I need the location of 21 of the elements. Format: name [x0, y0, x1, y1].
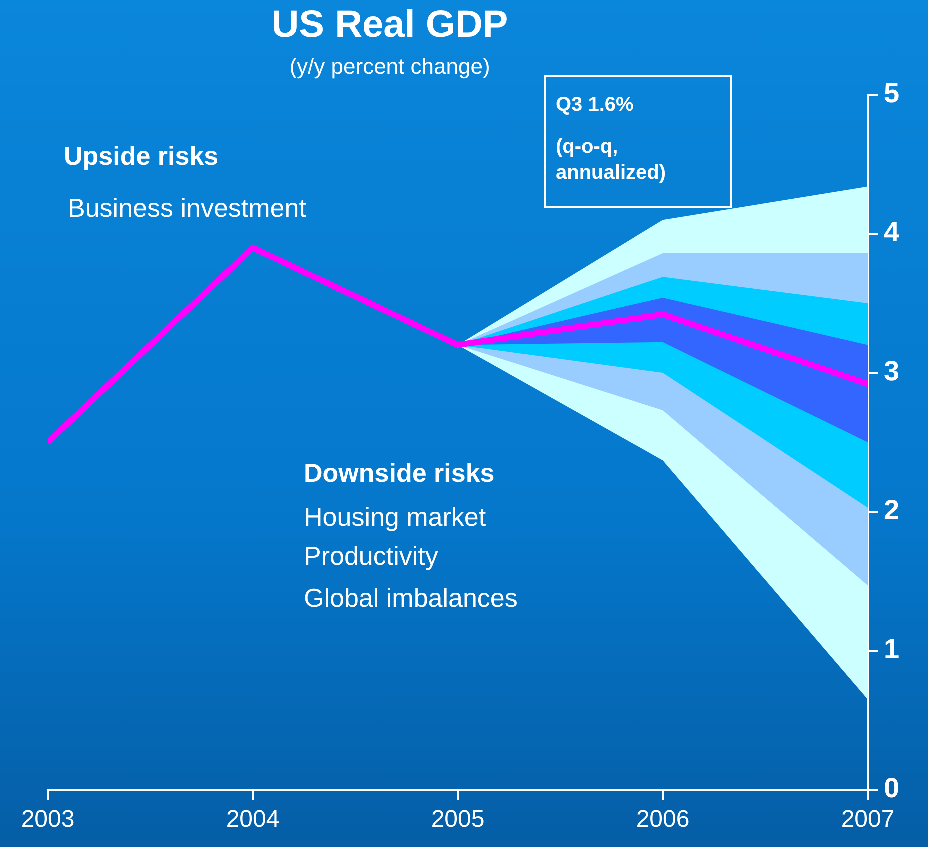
y-tick-label: 1: [884, 634, 900, 665]
y-tick-label: 3: [884, 356, 900, 387]
annotation: Q3 1.6%: [556, 93, 634, 118]
annotation: Productivity: [304, 540, 438, 573]
y-tick-label: 5: [884, 78, 900, 109]
x-tick-label: 2004: [226, 806, 280, 834]
annotation: Upside risks: [64, 140, 219, 173]
annotation: Housing market: [304, 501, 486, 534]
chart-subtitle: (y/y percent change): [288, 54, 492, 80]
x-tick-label: 2003: [21, 806, 75, 834]
annotation: Downside risks: [304, 457, 495, 490]
annotation: Business investment: [68, 192, 306, 225]
y-tick-label: 2: [884, 494, 900, 526]
y-tick-label: 4: [884, 216, 900, 248]
x-tick-label: 2005: [431, 806, 485, 834]
x-tick-label: 2006: [636, 806, 690, 834]
annotation: (q-o-q, annualized): [556, 135, 668, 186]
annotation: Global imbalances: [304, 582, 518, 615]
chart-title: US Real GDP: [270, 4, 510, 47]
y-tick-label: 0: [884, 772, 900, 804]
x-tick-label: 2007: [841, 806, 895, 834]
